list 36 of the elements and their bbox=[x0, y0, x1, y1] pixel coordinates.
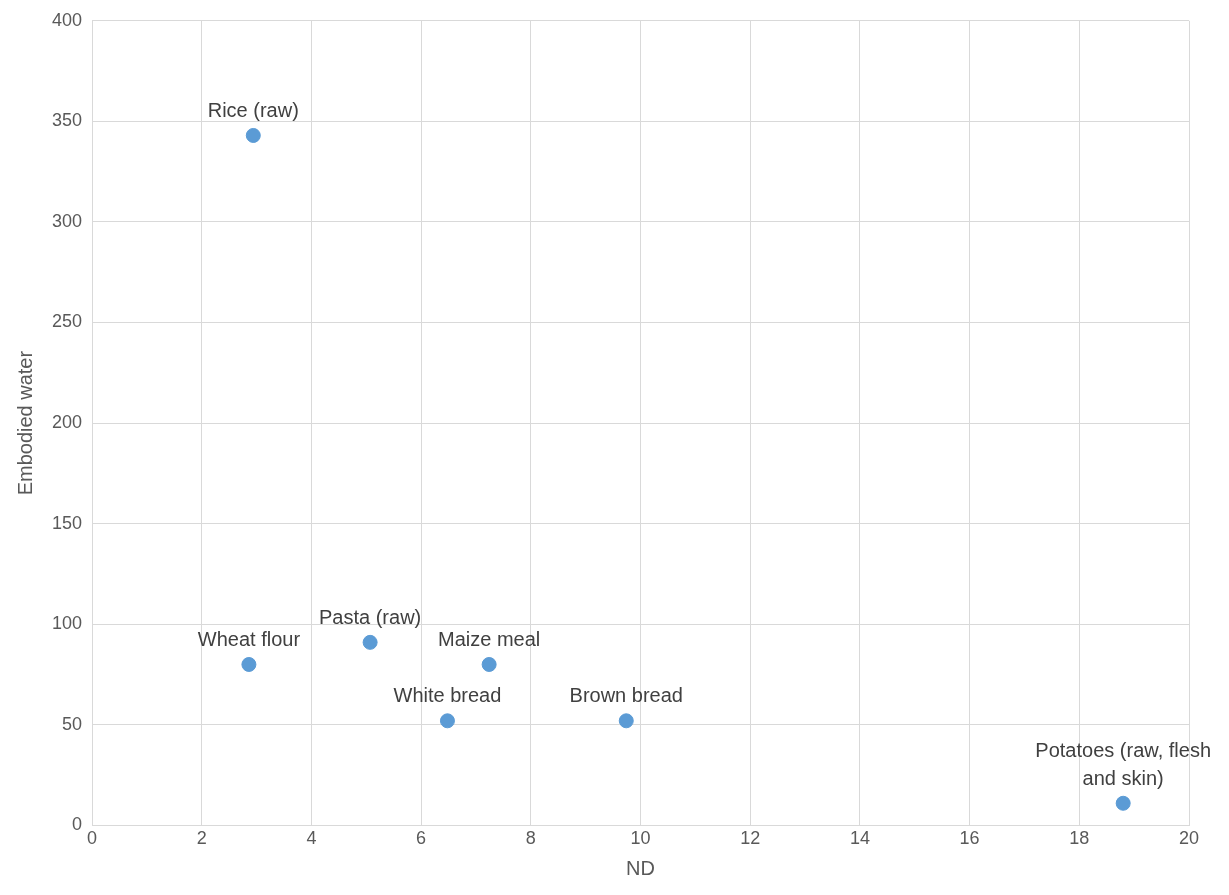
y-tick-label: 400 bbox=[51, 9, 83, 30]
y-tick-label: 150 bbox=[51, 512, 83, 533]
point bbox=[362, 634, 378, 650]
x-tick-label: 10 bbox=[630, 828, 651, 849]
annotation: Maize meal bbox=[438, 628, 541, 650]
annotation: Potatoes (raw, flesh and skin) bbox=[1035, 738, 1212, 789]
annotation: Pasta (raw) bbox=[318, 605, 422, 628]
x-tick-label: 2 bbox=[196, 828, 207, 849]
y-tick-label: 200 bbox=[51, 412, 83, 433]
point bbox=[439, 713, 455, 729]
y-tick-label: 0 bbox=[72, 814, 83, 835]
point bbox=[481, 656, 497, 672]
point bbox=[245, 127, 261, 143]
y-axis-title: Embodied water bbox=[13, 350, 36, 496]
y-tick-label: 250 bbox=[51, 311, 83, 332]
y-tick-label: 350 bbox=[51, 110, 83, 131]
x-tick-label: 18 bbox=[1069, 828, 1090, 849]
annotation: Brown bread bbox=[569, 684, 683, 707]
point bbox=[241, 656, 257, 672]
x-tick-label: 4 bbox=[306, 828, 317, 849]
x-tick-label: 8 bbox=[525, 828, 536, 849]
y-tick-label: 300 bbox=[51, 210, 83, 231]
x-tick-label: 14 bbox=[849, 828, 870, 849]
x-tick-label: 6 bbox=[416, 828, 427, 849]
x-tick-label: 12 bbox=[740, 828, 761, 849]
x-tick-label: 16 bbox=[959, 828, 980, 849]
annotation: White bread bbox=[393, 684, 502, 707]
y-tick-label: 50 bbox=[62, 713, 83, 734]
x-axis-title: ND bbox=[626, 856, 655, 879]
y-tick-label: 100 bbox=[51, 613, 83, 634]
x-tick-label: 20 bbox=[1178, 828, 1200, 849]
point bbox=[1115, 795, 1131, 811]
x-tick-label: 0 bbox=[87, 828, 98, 849]
point bbox=[618, 713, 634, 729]
annotation: Wheat flour bbox=[197, 628, 301, 650]
annotation: Rice (raw) bbox=[207, 98, 299, 121]
